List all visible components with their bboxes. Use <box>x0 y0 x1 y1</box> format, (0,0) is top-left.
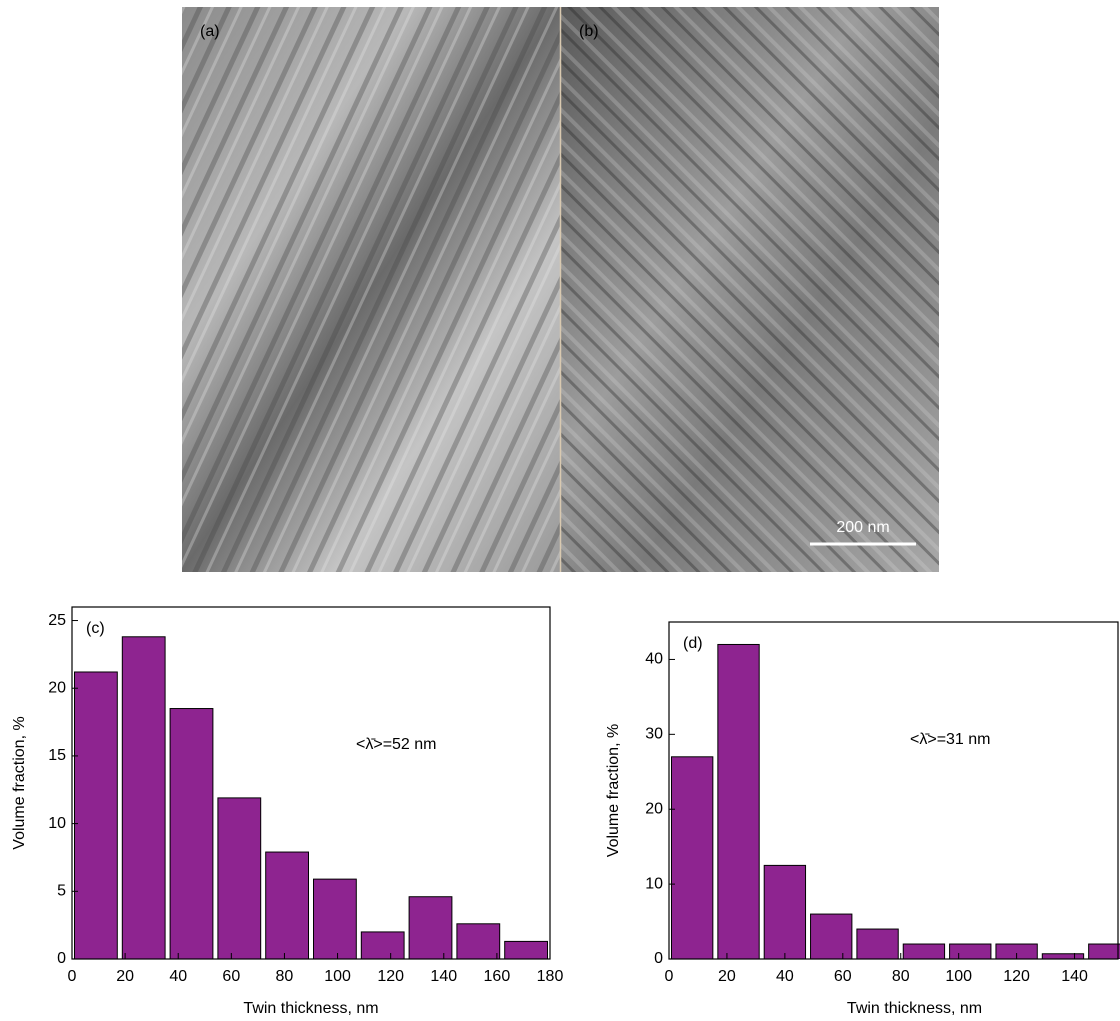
bar <box>857 929 898 959</box>
x-tick-label: 100 <box>945 968 972 985</box>
y-axis-label: Volume fraction, % <box>605 724 622 857</box>
chart: 0 20 40 60 80 100 120 140 160 180 0 5 10 15 20 25 Twin t… <box>11 607 563 1017</box>
bar <box>122 637 165 959</box>
x-tick-label: 100 <box>324 968 351 985</box>
y-tick-label: 0 <box>654 950 663 967</box>
x-tick-label: 120 <box>1003 968 1030 985</box>
x-tick-label: 160 <box>484 968 511 985</box>
bar <box>505 941 548 959</box>
image-label: (b) <box>579 23 599 40</box>
x-tick-label: 180 <box>537 968 564 985</box>
x-axis-label: Twin thickness, nm <box>243 1000 378 1017</box>
bar <box>457 924 500 959</box>
bar <box>718 644 759 959</box>
x-tick-label: 60 <box>222 968 240 985</box>
y-tick-label: 0 <box>57 950 66 967</box>
x-tick-label: 60 <box>834 968 852 985</box>
y-tick-label: 25 <box>48 612 66 629</box>
panel-label: (d) <box>683 635 703 652</box>
bar <box>409 897 452 959</box>
annotation: <λ̄>=52 nm <box>356 736 437 753</box>
image-label: (a) <box>200 23 220 40</box>
annotation: <λ̄>=31 nm <box>910 731 991 748</box>
y-tick-label: 10 <box>645 875 663 892</box>
x-tick-label: 20 <box>718 968 736 985</box>
bar <box>811 914 852 959</box>
micrograph-b: (b) 200 nm <box>561 7 939 572</box>
x-tick-label: 80 <box>276 968 294 985</box>
x-tick-label: 120 <box>377 968 404 985</box>
bar <box>218 798 261 959</box>
chart: 0 20 40 60 80 100 120 140 0 10 20 30 40 Twin thicknes… <box>605 622 1120 1017</box>
bar <box>903 944 944 959</box>
y-tick-label: 20 <box>645 800 663 817</box>
bar <box>1089 944 1120 959</box>
x-tick-label: 140 <box>430 968 457 985</box>
x-tick-label: 0 <box>665 968 674 985</box>
bar <box>1042 954 1083 959</box>
bar <box>170 709 213 959</box>
x-axis-label: Twin thickness, nm <box>847 1000 982 1017</box>
plot-area <box>672 644 1120 959</box>
panel-label: (c) <box>86 620 105 637</box>
x-tick-label: 40 <box>776 968 794 985</box>
bar <box>764 865 805 959</box>
scale-bar-label: 200 nm <box>836 519 889 536</box>
y-axis-label: Volume fraction, % <box>11 716 28 849</box>
bar <box>75 672 118 959</box>
bar <box>361 932 404 959</box>
x-tick-label: 140 <box>1061 968 1088 985</box>
x-tick-label: 40 <box>169 968 187 985</box>
x-tick-label: 80 <box>892 968 910 985</box>
figure-canvas: (a) (b) 200 nm 0204060801001201401601800… <box>0 0 1120 1021</box>
x-tick-label: 0 <box>68 968 77 985</box>
bar <box>266 852 309 959</box>
y-tick-label: 15 <box>48 747 66 764</box>
y-tick-label: 5 <box>57 883 66 900</box>
plot-area <box>75 637 548 959</box>
figure: (a) (b) 200 nm 0204060801001201401601800… <box>0 0 1120 1021</box>
bar <box>314 879 357 959</box>
micrograph-a: (a) <box>182 7 560 572</box>
y-tick-label: 10 <box>48 815 66 832</box>
y-tick-label: 20 <box>48 679 66 696</box>
bar <box>950 944 991 959</box>
y-tick-label: 30 <box>645 726 663 743</box>
x-tick-label: 20 <box>116 968 134 985</box>
bar <box>672 757 713 959</box>
y-tick-label: 40 <box>645 651 663 668</box>
